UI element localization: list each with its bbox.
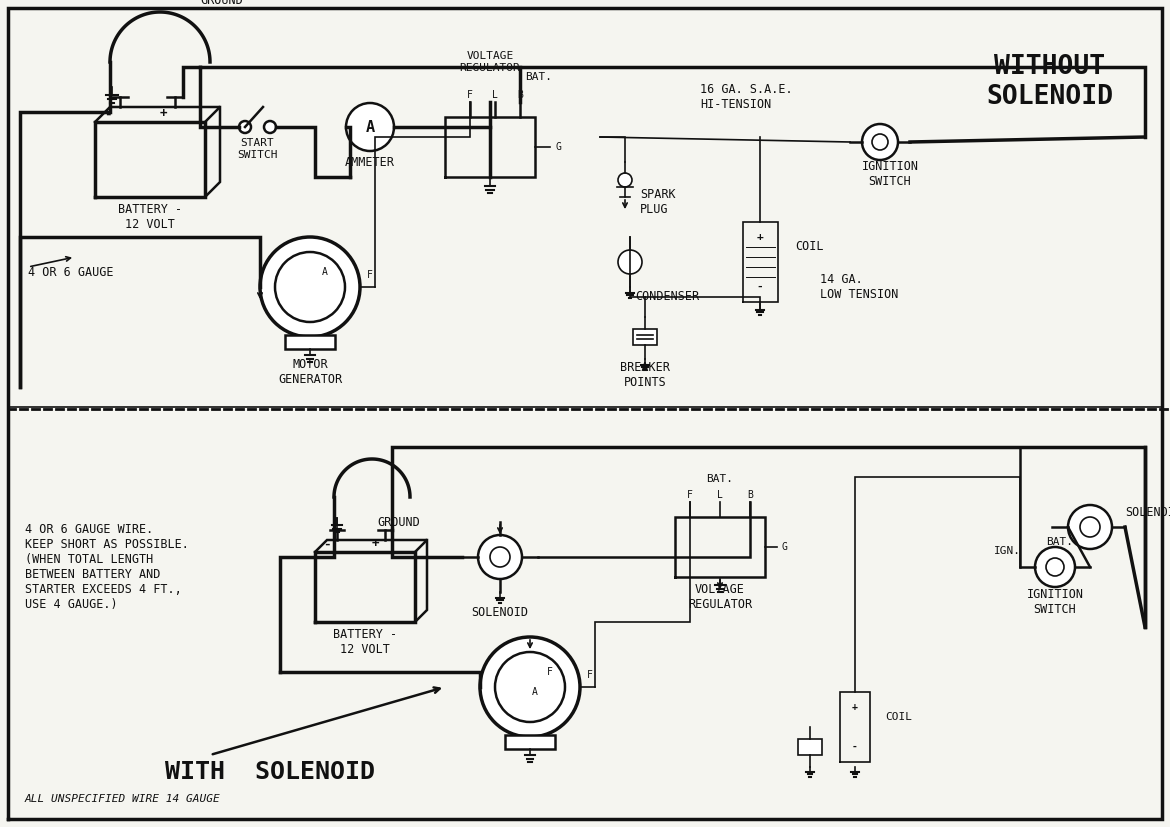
Text: A: A	[532, 687, 538, 697]
Circle shape	[618, 173, 632, 187]
Circle shape	[618, 250, 642, 274]
Text: BAT.: BAT.	[707, 474, 734, 484]
Bar	[285, 335, 335, 349]
Text: A: A	[322, 267, 328, 277]
Text: +: +	[757, 232, 763, 242]
Text: F: F	[367, 270, 373, 280]
Text: -: -	[852, 742, 858, 752]
Text: F: F	[467, 90, 473, 100]
Circle shape	[264, 121, 276, 133]
Text: +: +	[159, 108, 167, 121]
Text: B: B	[517, 90, 523, 100]
Circle shape	[490, 547, 510, 567]
Text: +: +	[852, 702, 858, 712]
Text: G: G	[555, 142, 560, 152]
Text: F: F	[548, 667, 553, 677]
Text: BATTERY -
12 VOLT: BATTERY - 12 VOLT	[118, 203, 183, 231]
Text: F: F	[587, 670, 593, 680]
Text: IGN.: IGN.	[993, 546, 1020, 556]
Text: IGNITION
SWITCH: IGNITION SWITCH	[861, 160, 918, 188]
Text: MOTOR
GENERATOR: MOTOR GENERATOR	[278, 358, 342, 386]
Text: -: -	[757, 282, 763, 292]
Text: VOLTAGE
REGULATOR: VOLTAGE REGULATOR	[688, 583, 752, 611]
Bar	[633, 329, 658, 345]
Text: IGNITION
SWITCH: IGNITION SWITCH	[1026, 588, 1083, 616]
Circle shape	[862, 124, 899, 160]
Circle shape	[239, 121, 252, 133]
Text: BAT.: BAT.	[525, 72, 552, 82]
Text: START
SWITCH: START SWITCH	[236, 138, 277, 160]
Text: 4 OR 6 GAUGE WIRE.
KEEP SHORT AS POSSIBLE.
(WHEN TOTAL LENGTH
BETWEEN BATTERY AN: 4 OR 6 GAUGE WIRE. KEEP SHORT AS POSSIBL…	[25, 523, 188, 611]
Text: -: -	[323, 538, 331, 551]
Text: ALL UNSPECIFIED WIRE 14 GAUGE: ALL UNSPECIFIED WIRE 14 GAUGE	[25, 794, 221, 804]
Text: F: F	[687, 490, 693, 500]
Text: +: +	[371, 538, 379, 551]
Bar	[798, 739, 823, 755]
Text: BAT.: BAT.	[1046, 537, 1074, 547]
Text: 14 GA.
LOW TENSION: 14 GA. LOW TENSION	[820, 273, 899, 301]
Text: 4 OR 6 GAUGE: 4 OR 6 GAUGE	[28, 265, 113, 279]
Text: BATTERY -
12 VOLT: BATTERY - 12 VOLT	[333, 628, 397, 656]
Circle shape	[1035, 547, 1075, 587]
Bar	[505, 735, 555, 749]
Text: BREAKER
POINTS: BREAKER POINTS	[620, 361, 670, 389]
Circle shape	[479, 535, 522, 579]
Text: L: L	[717, 490, 723, 500]
Circle shape	[260, 237, 360, 337]
Text: WITH  SOLENOID: WITH SOLENOID	[165, 760, 376, 784]
Circle shape	[275, 252, 345, 322]
Circle shape	[480, 637, 580, 737]
Text: GROUND: GROUND	[377, 515, 420, 528]
Text: SOLENOID: SOLENOID	[472, 605, 529, 619]
Text: L: L	[493, 90, 498, 100]
Text: COIL: COIL	[885, 712, 911, 722]
Text: SOLENOID: SOLENOID	[1126, 505, 1170, 519]
Text: CONDENSER: CONDENSER	[635, 290, 700, 304]
Circle shape	[1068, 505, 1112, 549]
Text: WITHOUT
SOLENOID: WITHOUT SOLENOID	[986, 54, 1114, 110]
Circle shape	[495, 652, 565, 722]
Text: -: -	[104, 108, 112, 121]
Text: AMMETER: AMMETER	[345, 155, 395, 169]
Text: G: G	[782, 542, 787, 552]
Text: B: B	[748, 490, 753, 500]
Text: SPARK
PLUG: SPARK PLUG	[640, 188, 675, 216]
Text: 16 GA. S.A.E.
HI-TENSION: 16 GA. S.A.E. HI-TENSION	[700, 83, 792, 111]
Text: COIL: COIL	[794, 241, 824, 254]
Text: A: A	[365, 119, 374, 135]
Text: VOLTAGE
REGULATOR: VOLTAGE REGULATOR	[460, 51, 521, 73]
Circle shape	[346, 103, 394, 151]
Text: GROUND: GROUND	[200, 0, 242, 7]
